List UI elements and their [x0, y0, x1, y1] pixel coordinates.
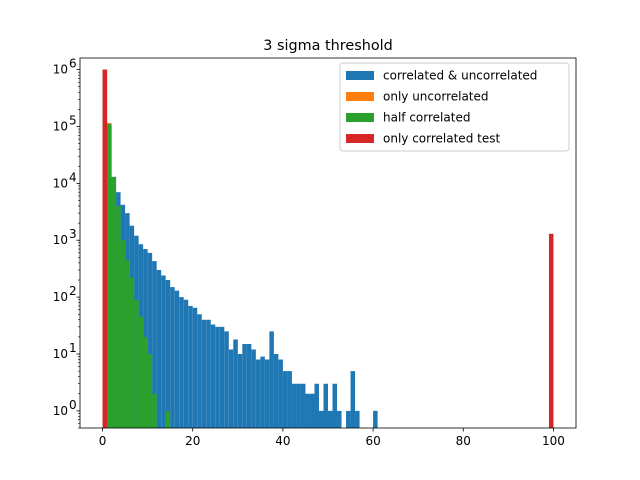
bar-0-55 [350, 371, 356, 428]
legend-swatch-0 [346, 71, 374, 80]
y-tick-exponent-4: 4 [69, 170, 77, 184]
bar-0-26 [219, 326, 225, 428]
bar-0-18 [183, 299, 189, 428]
bar-0-20 [192, 307, 198, 428]
bar-0-39 [278, 359, 283, 428]
legend-label-2: half correlated [383, 111, 470, 125]
bar-3-0 [102, 69, 108, 429]
y-tick-label-4: 10 [53, 176, 68, 190]
legend: correlated & uncorrelated only uncorrelat… [339, 62, 570, 152]
bar-0-38 [273, 354, 279, 428]
bar-0-24 [210, 324, 216, 428]
legend-swatch-2 [346, 113, 374, 122]
y-tick-label-3: 10 [53, 233, 68, 247]
chart-title: 3 sigma threshold [263, 38, 393, 54]
bar-0-22 [201, 319, 207, 428]
bar-0-11 [152, 261, 157, 428]
y-tick-exponent-3: 3 [69, 227, 77, 241]
bar-2-10 [147, 354, 153, 428]
bar-0-10 [147, 252, 153, 428]
bar-0-40 [282, 371, 288, 428]
bar-0-50 [328, 410, 333, 428]
x-tick-label-1: 20 [185, 434, 200, 448]
bar-0-23 [206, 319, 211, 428]
x-tick-label-0: 0 [99, 434, 107, 448]
bar-0-16 [174, 290, 180, 428]
bar-0-41 [287, 371, 292, 428]
bar-0-49 [323, 383, 328, 428]
bar-2-8 [138, 316, 144, 428]
bar-0-47 [314, 383, 319, 428]
bar-0-32 [246, 343, 252, 428]
legend-swatch-3 [346, 134, 374, 143]
legend-swatch-1 [346, 92, 374, 101]
bar-0-43 [296, 383, 301, 428]
y-tick-exponent-0: 0 [69, 398, 77, 412]
bar-2-2 [111, 176, 117, 428]
bar-2-7 [134, 299, 139, 428]
bar-0-60 [373, 410, 378, 428]
y-tick-label-0: 10 [53, 404, 68, 418]
x-tick-label-2: 40 [275, 434, 290, 448]
y-tick-exponent-2: 2 [69, 284, 77, 298]
bar-0-28 [228, 349, 234, 428]
bar-2-9 [143, 336, 148, 428]
bar-0-34 [255, 359, 261, 428]
series-3 [102, 69, 554, 429]
bar-2-3 [116, 206, 121, 428]
bar-0-14 [165, 280, 171, 428]
bar-0-44 [300, 383, 306, 428]
x-tick-label-5: 100 [542, 434, 565, 448]
y-tick-exponent-6: 6 [69, 57, 77, 71]
bar-0-29 [233, 339, 238, 428]
bar-0-21 [197, 314, 202, 428]
bar-0-13 [161, 275, 166, 428]
bar-0-25 [215, 326, 220, 428]
y-tick-exponent-5: 5 [69, 113, 77, 127]
bars-layer [102, 69, 554, 429]
bar-0-52 [337, 410, 342, 428]
legend-label-3: only correlated test [383, 132, 500, 146]
x-tick-label-4: 80 [456, 434, 471, 448]
bar-0-36 [264, 359, 270, 428]
bar-0-54 [346, 410, 351, 428]
bar-0-19 [188, 305, 193, 428]
bar-2-4 [120, 240, 126, 428]
bar-0-31 [242, 343, 247, 428]
bar-0-35 [260, 356, 265, 428]
bar-0-37 [269, 331, 274, 428]
y-tick-exponent-1: 1 [69, 341, 77, 355]
y-tick-label-1: 10 [53, 347, 68, 361]
legend-box [339, 62, 570, 152]
bar-0-15 [170, 287, 175, 428]
bar-0-30 [237, 354, 243, 428]
bar-0-45 [305, 393, 310, 428]
bar-0-27 [224, 331, 229, 428]
bar-0-56 [355, 410, 360, 428]
bar-2-11 [152, 393, 157, 428]
bar-0-51 [332, 383, 338, 428]
bar-2-5 [125, 259, 130, 428]
bar-3-1 [548, 233, 554, 428]
y-tick-label-5: 10 [53, 119, 68, 133]
bar-2-1 [107, 124, 112, 428]
bar-0-12 [156, 269, 162, 428]
bar-0-17 [179, 297, 184, 428]
y-tick-label-2: 10 [53, 290, 68, 304]
y-tick-label-6: 10 [53, 63, 68, 77]
x-tick-label-3: 60 [365, 434, 380, 448]
bar-0-33 [251, 349, 256, 428]
bar-2-14 [165, 410, 171, 428]
bar-0-46 [309, 393, 315, 428]
legend-label-1: only uncorrelated [383, 90, 489, 104]
bar-0-48 [318, 410, 324, 428]
bar-0-42 [291, 383, 297, 428]
legend-label-0: correlated & uncorrelated [383, 69, 537, 83]
x-axis: 0 20 40 60 80 100 [99, 428, 565, 448]
bar-2-6 [129, 277, 135, 428]
